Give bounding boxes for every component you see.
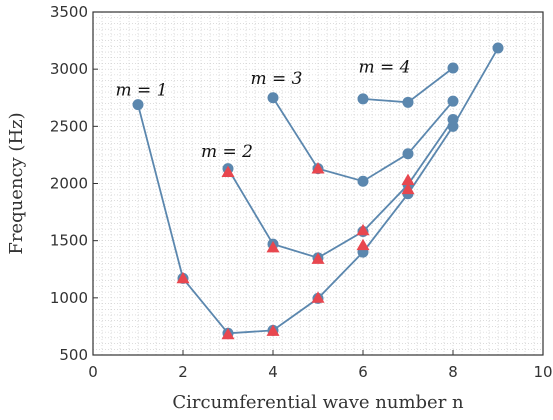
circle-marker — [357, 93, 369, 105]
x-tick-label: 0 — [88, 363, 98, 381]
y-tick-label: 1500 — [50, 232, 88, 250]
mode-label: m = 3 — [251, 69, 303, 89]
triangle-marker — [356, 238, 370, 251]
triangle-marker — [266, 324, 280, 336]
y-tick-label: 500 — [59, 346, 88, 364]
x-tick-label: 6 — [358, 363, 368, 381]
y-tick-label: 3000 — [50, 60, 88, 78]
y-tick-label: 3500 — [50, 3, 88, 21]
triangle-marker — [401, 182, 415, 195]
triangle-marker — [311, 162, 325, 174]
circle-marker — [402, 96, 414, 108]
x-tick-label: 4 — [268, 363, 278, 381]
circle-marker — [402, 148, 414, 160]
y-tick-label: 1000 — [50, 289, 88, 307]
markers-layer — [176, 162, 415, 340]
triangle-marker — [356, 223, 370, 236]
circle-marker — [447, 62, 459, 74]
triangle-marker — [311, 291, 325, 303]
axis-ticks: 0 2 4 6 8 10 500 1000 1500 2000 2500 3000 3500 — [50, 3, 553, 381]
mode-label: m = 4 — [359, 58, 411, 78]
mode-label: m = 1 — [116, 80, 168, 100]
x-tick-label: 2 — [178, 363, 188, 381]
x-tick-label: 10 — [533, 363, 552, 381]
triangle-marker — [176, 271, 190, 284]
y-tick-label: 2000 — [50, 175, 88, 193]
annotations: m = 1 m = 2 m = 3 m = 4 — [116, 58, 411, 163]
y-axis-label: Frequency (Hz) — [6, 112, 27, 254]
triangle-marker — [266, 241, 280, 253]
mode-label: m = 2 — [201, 142, 253, 162]
circle-marker — [447, 95, 459, 107]
y-tick-label: 2500 — [50, 117, 88, 135]
triangle-marker — [311, 252, 325, 264]
triangle-marker — [221, 165, 235, 177]
x-tick-label: 8 — [448, 363, 458, 381]
circle-marker — [267, 92, 279, 104]
circle-marker — [357, 175, 369, 187]
x-axis-label: Circumferential wave number n — [172, 392, 464, 413]
circle-marker — [447, 113, 459, 125]
circle-marker — [132, 99, 144, 111]
series-line — [227, 118, 454, 259]
triangle-marker — [221, 327, 235, 340]
circle-marker — [492, 42, 504, 54]
triangle-marker — [401, 173, 415, 185]
